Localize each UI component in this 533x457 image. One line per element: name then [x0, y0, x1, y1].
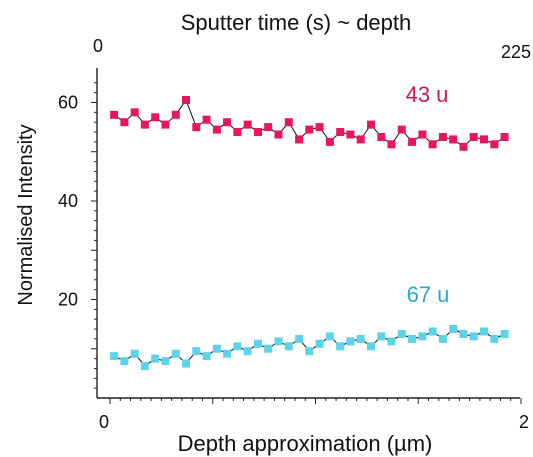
data-point	[243, 120, 252, 129]
x-axis-title: Depth approximation (µm)	[178, 431, 433, 456]
data-point	[212, 125, 221, 134]
data-point	[418, 130, 427, 139]
data-point	[315, 339, 324, 348]
data-point	[192, 123, 201, 132]
data-point	[274, 130, 283, 139]
data-point	[284, 118, 293, 127]
data-point	[408, 137, 417, 146]
data-point	[140, 120, 149, 129]
data-point	[325, 137, 334, 146]
data-point	[223, 349, 232, 358]
data-point	[449, 325, 458, 333]
data-point	[397, 330, 406, 338]
data-point	[130, 349, 139, 358]
y-tick-label: 40	[58, 191, 78, 211]
data-point	[346, 337, 355, 346]
series-label-67u: 67 u	[407, 282, 450, 307]
data-point	[500, 133, 509, 141]
data-point	[367, 342, 375, 351]
data-point	[418, 332, 427, 341]
x-tick-label: 0	[99, 412, 109, 432]
data-point	[490, 140, 499, 149]
data-point	[171, 349, 180, 358]
data-point	[480, 135, 488, 144]
data-point	[295, 135, 304, 144]
plot-area	[110, 96, 509, 370]
data-point	[336, 342, 345, 351]
y-ticks: 20 40 60	[58, 82, 97, 389]
data-point	[356, 135, 365, 144]
data-point	[408, 334, 417, 343]
data-point	[387, 140, 396, 149]
data-point	[459, 142, 468, 151]
data-point	[428, 327, 437, 336]
data-point	[243, 347, 252, 356]
data-point	[346, 130, 355, 139]
y-tick-label: 20	[58, 289, 78, 309]
data-point	[438, 133, 447, 141]
data-point	[140, 362, 149, 370]
data-point	[305, 347, 314, 356]
data-point	[233, 128, 242, 136]
y-tick-label: 60	[58, 92, 78, 112]
data-point	[469, 332, 478, 341]
data-point	[202, 115, 211, 124]
data-point	[295, 334, 304, 343]
data-point	[377, 133, 386, 141]
chart-title: Sputter time (s) ~ depth	[181, 10, 412, 35]
data-point	[151, 113, 160, 122]
data-point	[264, 344, 273, 353]
data-point	[274, 337, 283, 346]
data-point	[336, 128, 345, 136]
data-point	[459, 330, 468, 338]
data-point	[233, 342, 242, 351]
top-axis-label-min: 0	[93, 36, 103, 56]
data-point	[110, 110, 119, 119]
y-axis-title: Normalised Intensity	[15, 124, 37, 305]
data-point	[254, 339, 262, 348]
data-point	[202, 352, 211, 361]
data-point	[367, 120, 375, 129]
data-point	[151, 354, 160, 363]
data-point	[130, 108, 139, 117]
data-point	[449, 135, 458, 144]
data-point	[377, 332, 386, 341]
data-point	[325, 332, 334, 341]
data-point	[161, 120, 170, 129]
data-point	[264, 123, 273, 132]
data-point	[428, 140, 437, 149]
data-point	[305, 125, 314, 134]
data-point	[171, 110, 180, 119]
data-point	[182, 359, 190, 368]
data-point	[284, 342, 293, 351]
data-point	[223, 118, 232, 127]
x-tick-label: 2	[519, 412, 529, 432]
data-point	[469, 133, 478, 141]
data-point	[120, 357, 129, 366]
data-point	[192, 347, 201, 356]
data-point	[315, 123, 324, 132]
data-point	[110, 352, 119, 361]
data-point	[120, 118, 129, 127]
data-point	[397, 125, 406, 134]
data-point	[161, 357, 170, 366]
data-point	[356, 334, 365, 343]
data-point	[480, 327, 488, 336]
data-point	[182, 96, 190, 104]
data-point	[254, 128, 262, 136]
data-point	[438, 334, 447, 343]
data-point	[387, 337, 396, 346]
series-label-43u: 43 u	[406, 82, 449, 107]
series-67u	[110, 325, 509, 370]
data-point	[490, 334, 499, 343]
data-point	[500, 330, 509, 338]
series-43u	[110, 96, 509, 151]
data-point	[212, 344, 221, 353]
top-axis-label-max: 225	[501, 42, 531, 62]
